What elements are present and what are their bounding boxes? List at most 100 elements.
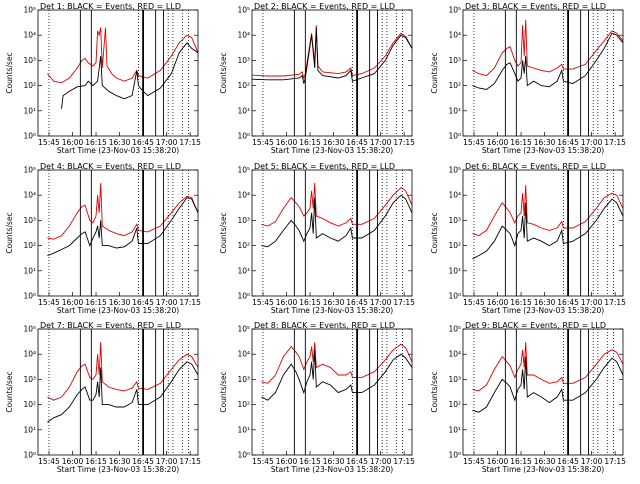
y-tick-label: 10⁰ [23, 451, 36, 460]
x-tick-label: 17:00 [156, 298, 178, 307]
y-tick-label: 10⁵ [448, 6, 461, 15]
y-tick-label: 10³ [448, 375, 461, 384]
x-tick-label: 16:45 [346, 298, 368, 307]
y-tick-label: 10⁴ [23, 350, 36, 359]
lld-series-line [261, 183, 413, 227]
y-axis-label: Counts/sec [430, 371, 439, 412]
plot-frame [251, 328, 413, 456]
x-tick-label: 16:00 [62, 457, 84, 466]
x-tick-label: 15:45 [463, 138, 485, 147]
panel-5: Det 5: BLACK = Events, RED = LLD Counts/s… [219, 162, 415, 315]
y-axis-label: Counts/sec [430, 212, 439, 253]
y-axis-label: Counts/sec [219, 52, 228, 93]
y-tick-label: 10¹ [23, 425, 36, 434]
x-tick-label: 16:00 [276, 298, 298, 307]
events-series-line [47, 197, 199, 257]
x-tick-label: 15:45 [38, 457, 60, 466]
y-tick-label: 10⁵ [23, 325, 36, 334]
y-tick-label: 10⁴ [237, 31, 250, 40]
y-tick-label: 10³ [237, 216, 250, 225]
y-tick-label: 10² [23, 400, 36, 409]
x-tick-label: 17:15 [179, 298, 201, 307]
y-tick-label: 10⁴ [448, 31, 461, 40]
x-tick-label: 16:00 [276, 138, 298, 147]
panel-title: Det 7: BLACK = Events, RED = LLD [40, 321, 181, 330]
x-tick-label: 16:45 [557, 457, 579, 466]
x-tick-label: 16:00 [276, 457, 298, 466]
y-tick-label: 10³ [237, 375, 250, 384]
x-tick-label: 16:15 [510, 138, 532, 147]
events-series-line [472, 32, 624, 90]
y-tick-label: 10¹ [237, 266, 250, 275]
x-axis-label: Start Time (23-Nov-03 15:38:20) [271, 146, 393, 155]
x-tick-label: 16:15 [85, 457, 107, 466]
y-tick-label: 10⁵ [448, 166, 461, 175]
plot-frame [37, 9, 199, 137]
y-tick-label: 10² [237, 400, 250, 409]
x-tick-label: 17:00 [156, 457, 178, 466]
x-tick-label: 16:15 [299, 138, 321, 147]
x-tick-label: 16:00 [62, 298, 84, 307]
x-tick-label: 16:15 [510, 298, 532, 307]
y-tick-label: 10⁰ [23, 132, 36, 141]
plot-frame [251, 9, 413, 137]
y-tick-label: 10³ [448, 216, 461, 225]
y-tick-label: 10² [23, 81, 36, 90]
x-tick-label: 16:30 [534, 457, 556, 466]
events-series-line [47, 361, 199, 423]
x-axis-label: Start Time (23-Nov-03 15:38:20) [482, 465, 604, 474]
x-axis-label: Start Time (23-Nov-03 15:38:20) [57, 465, 179, 474]
x-tick-label: 15:45 [38, 138, 60, 147]
x-tick-label: 16:30 [323, 457, 345, 466]
events-series-line [261, 349, 413, 401]
y-tick-label: 10⁵ [237, 166, 250, 175]
x-tick-label: 15:45 [252, 457, 274, 466]
x-tick-label: 17:00 [370, 457, 392, 466]
lld-series-line [47, 342, 199, 401]
x-axis-label: Start Time (23-Nov-03 15:38:20) [482, 146, 604, 155]
x-tick-label: 16:30 [109, 457, 131, 466]
panel-3: Det 3: BLACK = Events, RED = LLD Counts/s… [430, 2, 626, 155]
panel-1: Det 1: BLACK = Events, RED = LLD Counts/s… [5, 2, 201, 155]
panel-title: Det 2: BLACK = Events, RED = LLD [254, 2, 395, 11]
y-tick-label: 10⁵ [448, 325, 461, 334]
y-axis-label: Counts/sec [5, 371, 14, 412]
x-tick-label: 16:30 [323, 138, 345, 147]
y-tick-label: 10² [448, 241, 461, 250]
events-series-line [251, 27, 413, 84]
y-tick-label: 10⁴ [237, 191, 250, 200]
x-tick-label: 16:45 [132, 298, 154, 307]
x-tick-label: 17:00 [581, 457, 603, 466]
x-tick-label: 17:15 [604, 138, 626, 147]
x-tick-label: 16:30 [534, 298, 556, 307]
events-series-line [261, 194, 413, 248]
x-tick-label: 17:15 [393, 298, 415, 307]
y-tick-label: 10⁰ [237, 292, 250, 301]
y-axis-label: Counts/sec [219, 212, 228, 253]
y-tick-label: 10⁰ [237, 132, 250, 141]
lld-series-line [472, 342, 624, 392]
x-tick-label: 17:15 [393, 457, 415, 466]
y-axis-label: Counts/sec [5, 212, 14, 253]
x-tick-label: 16:30 [323, 298, 345, 307]
y-tick-label: 10⁴ [23, 191, 36, 200]
plot-frame [462, 169, 624, 297]
y-tick-label: 10⁴ [23, 31, 36, 40]
x-tick-label: 16:00 [487, 298, 509, 307]
lld-series-line [261, 342, 413, 384]
x-axis-label: Start Time (23-Nov-03 15:38:20) [482, 306, 604, 315]
panel-title: Det 1: BLACK = Events, RED = LLD [40, 2, 181, 11]
x-tick-label: 16:00 [487, 138, 509, 147]
x-tick-label: 16:45 [346, 138, 368, 147]
y-tick-label: 10⁰ [448, 292, 461, 301]
y-tick-label: 10² [448, 400, 461, 409]
panel-9: Det 9: BLACK = Events, RED = LLD Counts/s… [430, 321, 626, 474]
lld-series-line [472, 19, 624, 77]
y-tick-label: 10¹ [448, 266, 461, 275]
x-tick-label: 16:15 [299, 298, 321, 307]
x-tick-label: 16:45 [132, 457, 154, 466]
y-tick-label: 10³ [23, 375, 36, 384]
panel-6: Det 6: BLACK = Events, RED = LLD Counts/s… [430, 162, 626, 315]
x-tick-label: 17:15 [393, 138, 415, 147]
